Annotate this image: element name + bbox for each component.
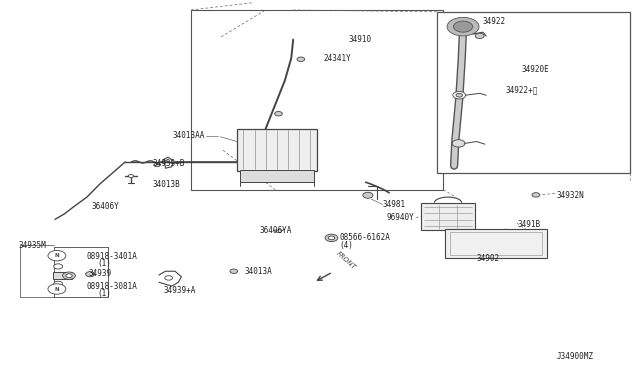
Text: 34922+Ⅱ: 34922+Ⅱ bbox=[505, 85, 538, 94]
Circle shape bbox=[297, 57, 305, 61]
Text: 34935M: 34935M bbox=[19, 241, 46, 250]
Text: N: N bbox=[54, 253, 60, 258]
Bar bbox=[421, 203, 475, 231]
Text: 34981: 34981 bbox=[383, 200, 406, 209]
Bar bbox=[191, 10, 444, 190]
Circle shape bbox=[453, 92, 466, 99]
Text: 34902: 34902 bbox=[476, 254, 500, 263]
Circle shape bbox=[154, 163, 161, 167]
Circle shape bbox=[475, 33, 484, 38]
Text: 34013A: 34013A bbox=[244, 267, 273, 276]
Circle shape bbox=[63, 272, 76, 279]
Circle shape bbox=[276, 230, 282, 233]
Text: 34910: 34910 bbox=[349, 35, 372, 44]
Text: 36406Y: 36406Y bbox=[91, 202, 119, 211]
Text: 34939+A: 34939+A bbox=[164, 286, 196, 295]
Text: 24341Y: 24341Y bbox=[323, 54, 351, 62]
Text: 34939: 34939 bbox=[89, 269, 112, 278]
Circle shape bbox=[86, 272, 95, 277]
Bar bbox=[437, 12, 630, 173]
Text: (1): (1) bbox=[98, 259, 111, 267]
Circle shape bbox=[54, 281, 63, 286]
Text: FRONT: FRONT bbox=[335, 250, 356, 270]
Text: 34013AA: 34013AA bbox=[173, 131, 205, 141]
Text: J34900MZ: J34900MZ bbox=[556, 352, 593, 361]
Circle shape bbox=[54, 264, 63, 269]
Circle shape bbox=[275, 112, 282, 116]
Text: 34932N: 34932N bbox=[556, 191, 584, 200]
Bar bbox=[240, 170, 314, 182]
Circle shape bbox=[325, 234, 338, 241]
Circle shape bbox=[328, 236, 335, 240]
Text: 08918-3401A: 08918-3401A bbox=[87, 252, 138, 261]
Text: N: N bbox=[54, 286, 60, 292]
Circle shape bbox=[447, 17, 479, 36]
Circle shape bbox=[454, 21, 472, 32]
Circle shape bbox=[456, 93, 463, 97]
Text: 34922: 34922 bbox=[483, 17, 506, 26]
Text: 34920E: 34920E bbox=[521, 65, 549, 74]
Text: 34939+B: 34939+B bbox=[153, 159, 185, 168]
Text: 08566-6162A: 08566-6162A bbox=[339, 233, 390, 243]
Circle shape bbox=[532, 193, 540, 197]
Circle shape bbox=[48, 250, 66, 261]
Text: 3491B: 3491B bbox=[518, 221, 541, 230]
Bar bbox=[450, 232, 541, 255]
Circle shape bbox=[165, 276, 173, 280]
Text: 34013B: 34013B bbox=[153, 180, 180, 189]
Text: 36406YA: 36406YA bbox=[259, 226, 291, 235]
Bar bbox=[445, 229, 547, 258]
Text: (4): (4) bbox=[339, 241, 353, 250]
Bar bbox=[237, 129, 317, 171]
Circle shape bbox=[452, 140, 465, 147]
Text: 96940Y: 96940Y bbox=[387, 213, 415, 222]
Circle shape bbox=[66, 274, 72, 278]
Circle shape bbox=[48, 284, 66, 294]
Circle shape bbox=[363, 192, 373, 198]
Circle shape bbox=[230, 269, 237, 273]
Text: (1): (1) bbox=[98, 289, 111, 298]
Bar bbox=[53, 272, 72, 279]
Text: 08918-3081A: 08918-3081A bbox=[87, 282, 138, 291]
Circle shape bbox=[129, 174, 134, 177]
